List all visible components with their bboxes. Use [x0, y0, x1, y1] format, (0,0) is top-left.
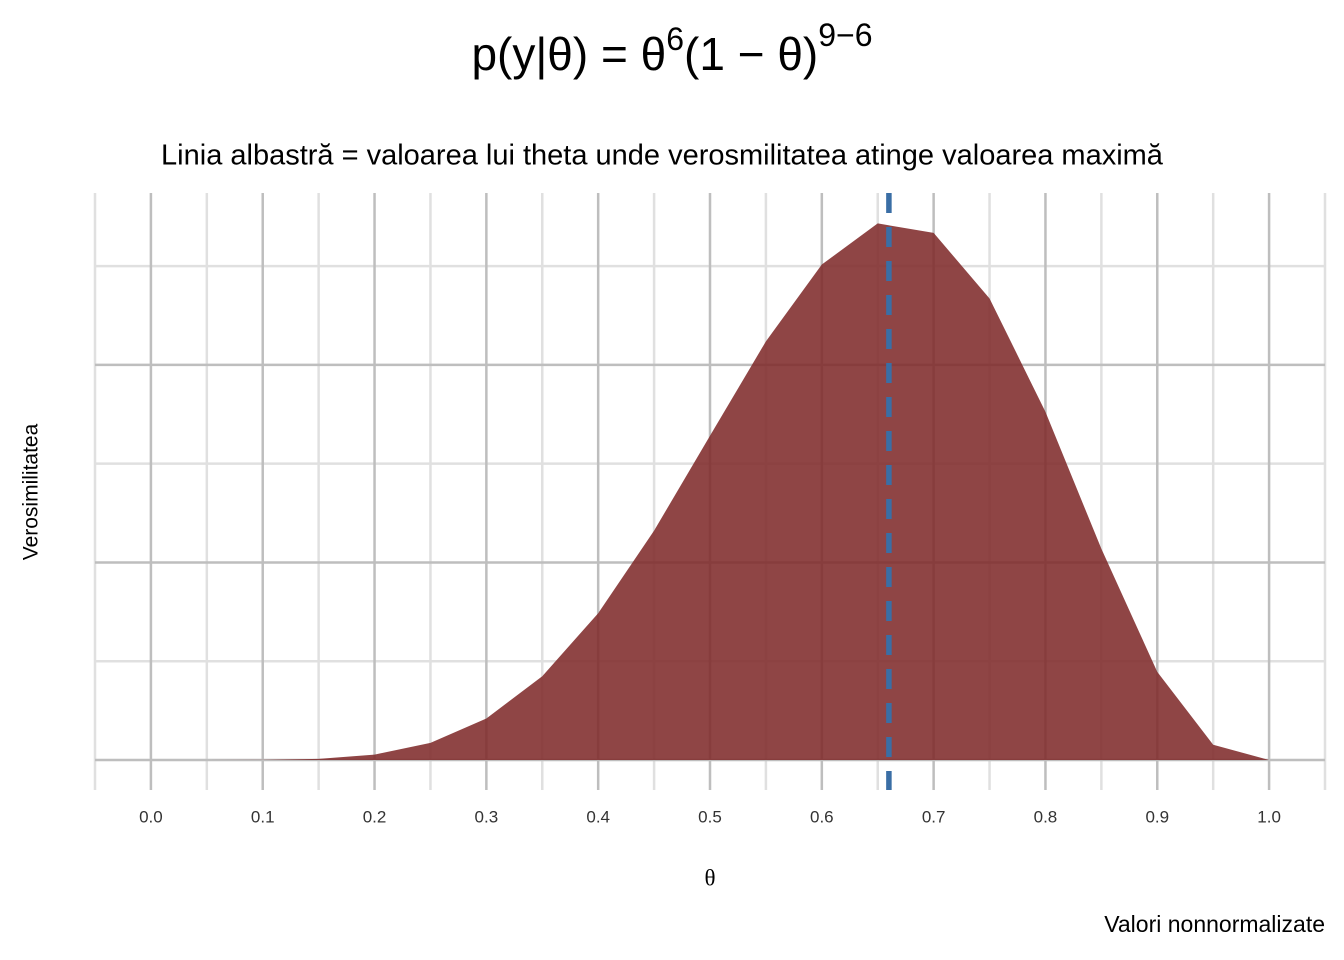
x-tick-label: 0.0 [139, 807, 163, 826]
y-axis-label: Verosimilitatea [20, 423, 43, 560]
x-tick-label: 0.1 [251, 807, 275, 826]
x-tick-label: 0.3 [475, 807, 499, 826]
x-tick-label: 0.9 [1145, 807, 1169, 826]
chart-title: p(y|θ) = θ6(1 − θ)9−6 [471, 17, 872, 80]
x-tick-label: 0.5 [698, 807, 722, 826]
x-tick-label: 0.6 [810, 807, 834, 826]
caption: Valori nonnormalizate [1104, 911, 1325, 937]
x-axis-label: θ [704, 865, 715, 890]
chart-subtitle: Linia albastră = valoarea lui theta unde… [161, 140, 1164, 172]
x-tick-label: 0.2 [363, 807, 387, 826]
x-tick-label: 0.7 [922, 807, 946, 826]
x-tick-label: 1.0 [1257, 807, 1281, 826]
x-tick-label: 0.4 [586, 807, 610, 826]
likelihood-area [150, 223, 1270, 761]
x-tick-label: 0.8 [1034, 807, 1058, 826]
